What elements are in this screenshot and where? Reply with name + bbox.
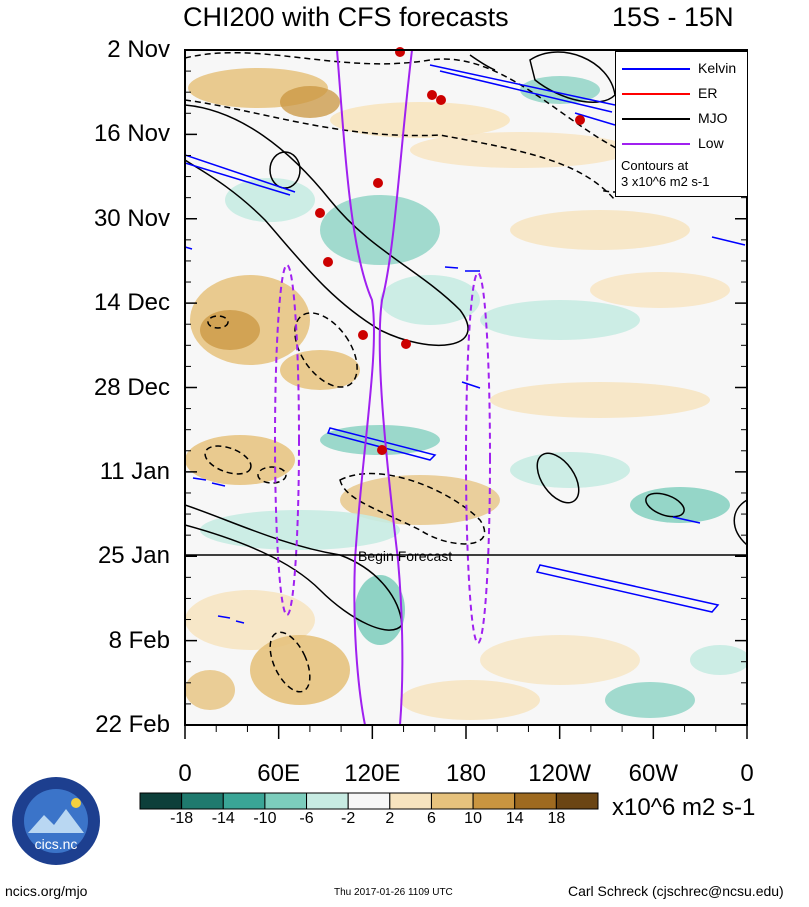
contour-note-line: 3 x10^6 m2 s-1 [621, 174, 710, 189]
colorbar-swatch [347, 792, 391, 810]
x-tick-label: 180 [445, 760, 487, 787]
contour-note-line: Contours at [621, 158, 689, 173]
chart-title: CHI200 with CFS forecasts [183, 2, 509, 32]
x-tick-label: 60W [628, 760, 679, 787]
axis-ticks [184, 49, 748, 739]
y-tick-label: 22 Feb [95, 711, 170, 738]
colorbar-tick-label: -10 [253, 810, 277, 827]
y-tick-label: 28 Dec [93, 373, 170, 401]
footer-timestamp: Thu 2017-01-26 1109 UTC [334, 887, 453, 898]
colorbar-tick-label: 2 [385, 810, 395, 827]
colorbar-tick-label: 10 [464, 810, 482, 827]
legend: Kelvin ER MJO Low Contours at 3 x10^6 m2… [615, 51, 748, 197]
colorbar-tick-label: -14 [211, 810, 235, 827]
legend-label: Low [698, 135, 724, 151]
colorbar-tick-label: -2 [341, 810, 356, 827]
legend-item-mjo: MJO [620, 108, 746, 130]
colorbar-swatch [430, 792, 474, 810]
x-tick-label: 120W [528, 760, 592, 787]
legend-item-kelvin: Kelvin [620, 58, 746, 80]
y-tick-label: 30 Nov [93, 204, 170, 232]
colorbar-swatch [306, 792, 349, 810]
legend-label: ER [698, 85, 718, 101]
legend-label: MJO [698, 110, 728, 126]
footer-author: Carl Schreck (cjschrec@ncsu.edu) [568, 883, 784, 899]
colorbar-swatch [139, 792, 183, 810]
contour-note: Contours at 3 x10^6 m2 s-1 [621, 158, 709, 190]
colorbar-swatch [555, 792, 599, 810]
anomaly-field [185, 68, 747, 720]
legend-swatch [622, 68, 690, 70]
colorbar-swatch [264, 792, 308, 810]
colorbar-tick-label: -18 [170, 810, 194, 827]
legend-swatch [622, 93, 690, 95]
storm-markers [315, 47, 585, 455]
wave-contours [185, 50, 747, 725]
colorbar [139, 792, 599, 810]
colorbar-tick-label: 6 [427, 810, 436, 827]
colorbar-units: x10^6 m2 s-1 [612, 794, 756, 821]
colorbar-swatch [472, 792, 516, 810]
x-tick-label: 120E [344, 760, 401, 787]
y-tick-label: 25 Jan [97, 542, 170, 570]
y-tick-label: 16 Nov [93, 120, 170, 148]
x-tick-label: 0 [740, 760, 754, 787]
logo-text: cics.nc [35, 836, 78, 852]
colorbar-tick-label: 18 [547, 810, 566, 827]
chart-subtitle: 15S - 15N [612, 2, 734, 32]
begin-forecast-label: Begin Forecast [358, 548, 453, 564]
legend-swatch [622, 143, 690, 145]
footer-url: ncics.org/mjo [5, 883, 88, 899]
x-tick-label: 60E [257, 760, 301, 787]
y-tick-label: 2 Nov [107, 36, 170, 63]
legend-label: Kelvin [698, 60, 737, 76]
mountain-icon [28, 809, 84, 833]
colorbar-tick-label: -6 [299, 810, 314, 827]
colorbar-swatch [181, 792, 224, 810]
colorbar-swatch [389, 792, 432, 810]
x-tick-label: 0 [178, 760, 192, 787]
colorbar-swatch [514, 792, 557, 810]
legend-swatch [622, 118, 690, 120]
cics-logo: cics.nc [12, 777, 100, 865]
y-tick-label: 8 Feb [108, 626, 170, 654]
colorbar-swatch [222, 792, 266, 810]
y-tick-label: 14 Dec [93, 289, 170, 317]
legend-item-er: ER [620, 83, 746, 105]
y-tick-label: 11 Jan [99, 457, 170, 485]
colorbar-tick-label: 14 [505, 810, 524, 827]
sun-icon [71, 798, 81, 808]
legend-item-low: Low [620, 133, 746, 155]
